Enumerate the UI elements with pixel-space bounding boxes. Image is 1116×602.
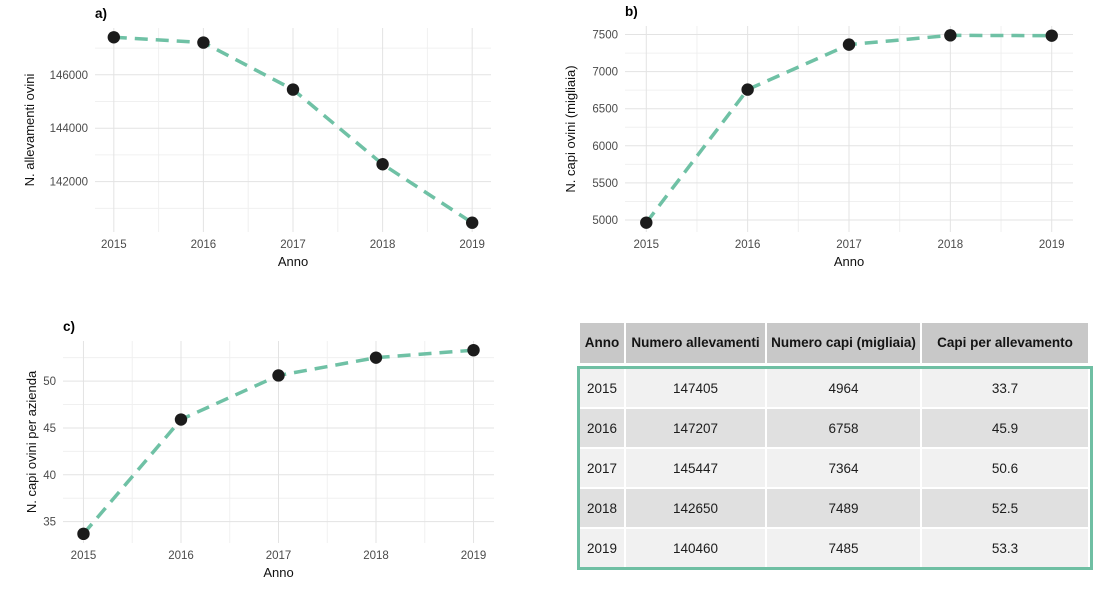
table-cell: 52.5 [922, 489, 1088, 527]
table-cell: 140460 [626, 529, 765, 567]
table-cell-year: 2019 [580, 529, 624, 567]
y-tick-label: 6500 [592, 104, 618, 116]
table-body: 2015 147405 4964 33.7 2016 147207 6758 45.9 2017… [577, 366, 1093, 570]
data-point [465, 216, 479, 229]
table-header-row: Anno Numero allevamenti Numero capi (mig… [577, 323, 1093, 363]
panel-label: c) [63, 319, 75, 334]
column-header-numero-capi: Numero capi (migliaia) [767, 323, 920, 363]
data-point [1045, 29, 1058, 42]
y-tick-label: 35 [43, 517, 56, 529]
y-tick-label: 5500 [592, 178, 618, 190]
y-tick-label: 5000 [592, 215, 618, 227]
x-axis-title: Anno [278, 254, 308, 269]
x-tick-label: 2018 [370, 239, 396, 251]
column-header-anno: Anno [580, 323, 624, 363]
data-point [107, 31, 121, 44]
x-tick-label: 2016 [168, 550, 194, 562]
data-point [77, 527, 90, 541]
y-tick-label: 142000 [50, 177, 88, 189]
table-cell: 53.3 [922, 529, 1088, 567]
x-tick-label: 2016 [735, 239, 761, 251]
x-axis-title: Anno [263, 565, 293, 580]
y-tick-label: 144000 [50, 123, 88, 135]
data-point [842, 38, 856, 51]
y-tick-label: 7000 [592, 67, 618, 79]
column-header-numero-allevamenti: Numero allevamenti [626, 323, 765, 363]
y-tick-label: 6000 [592, 141, 618, 153]
table-cell: 7485 [767, 529, 920, 567]
table-cell: 7489 [767, 489, 920, 527]
x-tick-label: 2019 [1039, 239, 1065, 251]
x-tick-label: 2016 [191, 239, 217, 251]
y-tick-label: 45 [43, 423, 56, 435]
table-cell-year: 2015 [580, 369, 624, 407]
table-cell: 145447 [626, 449, 765, 487]
table-cell-year: 2016 [580, 409, 624, 447]
data-point [174, 413, 188, 426]
table-cell: 147405 [626, 369, 765, 407]
data-point [286, 83, 300, 96]
y-axis-title: N. capi ovini per azienda [24, 370, 39, 513]
table-cell-year: 2017 [580, 449, 624, 487]
x-tick-label: 2015 [101, 239, 127, 251]
x-tick-label: 2015 [71, 550, 97, 562]
y-tick-label: 50 [43, 376, 56, 388]
panel-label: b) [625, 4, 638, 19]
table-cell: 33.7 [922, 369, 1088, 407]
data-point [640, 216, 653, 229]
data-table: Anno Numero allevamenti Numero capi (mig… [577, 323, 1093, 570]
x-tick-label: 2017 [266, 550, 292, 562]
data-point [272, 369, 285, 382]
table-cell: 4964 [767, 369, 920, 407]
x-tick-label: 2019 [459, 239, 485, 251]
x-tick-label: 2017 [280, 239, 306, 251]
y-axis-title: N. allevamenti ovini [22, 74, 37, 187]
chart-c-panel: 35 40 45 50 2015 2016 2017 2018 2019 Anno N. capi … [0, 300, 558, 602]
data-point [369, 351, 383, 364]
data-point [741, 83, 754, 96]
table-cell: 7364 [767, 449, 920, 487]
chart-a-panel: 142000 144000 146000 2015 2016 2017 2018 2019 An… [0, 0, 558, 285]
panel-label: a) [95, 6, 107, 21]
table-cell: 147207 [626, 409, 765, 447]
table-cell: 50.6 [922, 449, 1088, 487]
chart-b-panel: 5000 5500 6000 6500 7000 7500 2015 2016 2017 2018… [558, 0, 1116, 285]
y-axis-title: N. capi ovini (migliaia) [563, 65, 578, 192]
y-tick-label: 7500 [592, 30, 618, 42]
data-point [376, 158, 389, 171]
x-axis-title: Anno [834, 254, 864, 269]
x-tick-label: 2015 [633, 239, 659, 251]
table-cell: 45.9 [922, 409, 1088, 447]
data-point [944, 29, 957, 42]
x-tick-label: 2018 [938, 239, 964, 251]
column-header-capi-per-allevamento: Capi per allevamento [922, 323, 1088, 363]
chart-b-svg: 5000 5500 6000 6500 7000 7500 2015 2016 2017 2018… [563, 4, 1073, 269]
y-tick-label: 146000 [50, 70, 88, 82]
y-tick-label: 40 [43, 470, 56, 482]
chart-a-svg: 142000 144000 146000 2015 2016 2017 2018 2019 An… [22, 6, 491, 269]
data-point [467, 343, 480, 357]
x-tick-label: 2017 [836, 239, 862, 251]
x-tick-label: 2019 [461, 550, 487, 562]
chart-c-svg: 35 40 45 50 2015 2016 2017 2018 2019 Anno N. capi … [24, 319, 494, 580]
table-cell-year: 2018 [580, 489, 624, 527]
table-cell: 142650 [626, 489, 765, 527]
table-cell: 6758 [767, 409, 920, 447]
x-tick-label: 2018 [363, 550, 389, 562]
data-point [197, 36, 210, 49]
